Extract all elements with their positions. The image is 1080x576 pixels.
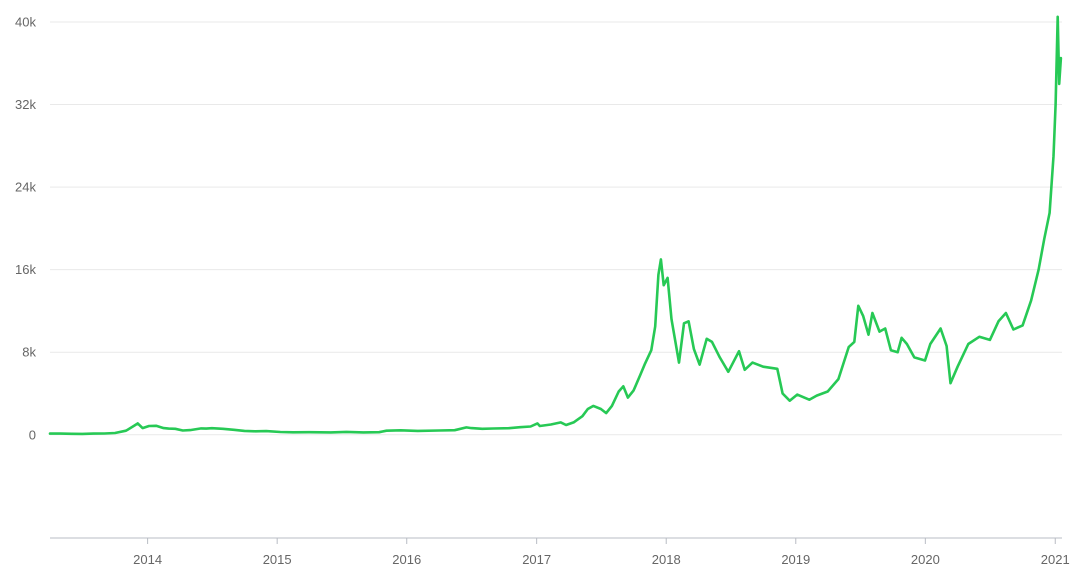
y-tick-label: 32k [15, 97, 36, 112]
x-tick-label: 2018 [652, 552, 681, 567]
x-tick-label: 2014 [133, 552, 162, 567]
x-tick-label: 2016 [392, 552, 421, 567]
y-tick-label: 8k [22, 345, 36, 360]
x-axis [50, 537, 1062, 544]
x-tick-label: 2019 [781, 552, 810, 567]
y-tick-label: 40k [15, 15, 36, 30]
y-tick-label: 24k [15, 180, 36, 195]
x-tick-label: 2015 [263, 552, 292, 567]
x-tick-label: 2020 [911, 552, 940, 567]
y-tick-label: 0 [29, 427, 36, 442]
price-series-line [48, 15, 1063, 436]
x-tick-label: 2021 [1041, 552, 1070, 567]
gridlines [50, 21, 1062, 436]
x-tick-label: 2017 [522, 552, 551, 567]
x-axis-tick-labels: 2014 2015 2016 2017 2018 2019 2020 2021 [133, 552, 1070, 567]
y-tick-label: 16k [15, 262, 36, 277]
y-axis-tick-labels: 0 8k 16k 24k 32k 40k [15, 15, 36, 443]
series-group [48, 15, 1063, 436]
